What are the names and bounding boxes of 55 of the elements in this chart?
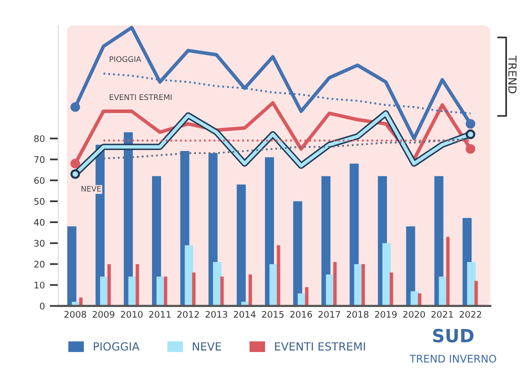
x-tick-label: 2022: [460, 310, 482, 318]
x-tick-label: 2013: [206, 310, 228, 318]
bar: [236, 184, 246, 306]
y-tick-label: 30: [34, 240, 45, 247]
bar: [406, 226, 416, 306]
bar: [67, 226, 76, 306]
legend-label: EVENTI ESTREMI: [275, 342, 365, 351]
x-tick-label: 2019: [374, 310, 397, 318]
x-tick-label: 2014: [234, 310, 256, 318]
bar: [164, 276, 168, 306]
bar: [248, 274, 252, 306]
x-tick-label: 2018: [346, 310, 368, 318]
bar: [418, 293, 422, 306]
legend-label: NEVE: [192, 342, 222, 350]
x-tick-label: 2020: [403, 310, 425, 318]
text: TREND INVERNO: [410, 354, 496, 363]
x-tick-label: 2009: [92, 310, 114, 318]
y-tick-label: 70: [34, 156, 45, 163]
bar: [213, 262, 222, 306]
point: [466, 118, 476, 129]
y-tick-label: 80: [34, 135, 45, 142]
x-tick-label: 2016: [290, 310, 312, 318]
legend-label: PIOGGIA: [94, 342, 140, 351]
text: SUD: [433, 328, 474, 342]
point: [466, 129, 476, 140]
x-tick-label: 2021: [431, 310, 453, 318]
y-tick-label: 60: [34, 177, 45, 184]
bar: [467, 262, 476, 306]
y-tick-label: 40: [34, 218, 45, 226]
bar: [446, 236, 450, 306]
x-tick-label: 2017: [318, 310, 340, 318]
x-tick-label: 2015: [262, 310, 284, 318]
y-tick-label: 50: [34, 198, 45, 205]
bar: [107, 264, 111, 306]
y-tick-label: 10: [34, 282, 45, 289]
bar: [305, 287, 308, 306]
bar: [293, 201, 302, 306]
point: [466, 144, 476, 154]
point: [70, 102, 80, 112]
x-tick-label: 2012: [177, 310, 199, 318]
bar: [136, 264, 140, 306]
x-tick-label: 2008: [64, 310, 86, 318]
bar: [192, 272, 196, 306]
bar: [382, 243, 391, 306]
point: [70, 158, 80, 168]
text: TREND: [508, 56, 516, 94]
point: [70, 169, 80, 179]
y-tick-label: 20: [34, 260, 45, 268]
bar: [390, 272, 394, 306]
bar: [362, 264, 365, 306]
bar: [79, 298, 83, 306]
y-tick-label: 0: [40, 302, 45, 310]
x-tick-label: 2010: [120, 310, 143, 318]
x-tick-label: 2011: [149, 310, 171, 318]
bar: [474, 280, 478, 306]
